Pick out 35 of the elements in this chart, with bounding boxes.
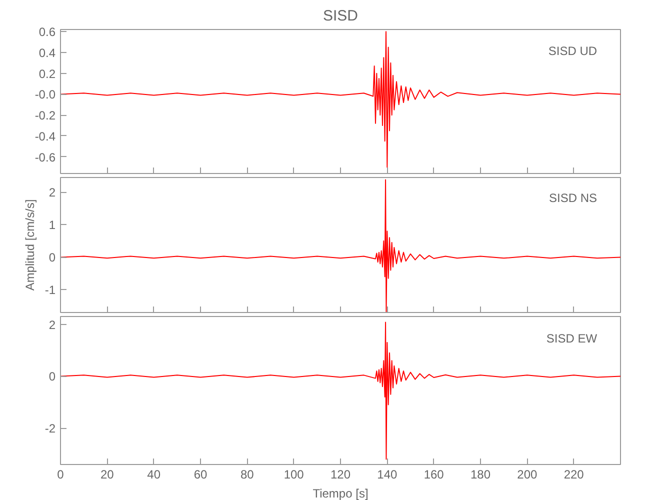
y-tick-label: -2 xyxy=(44,422,56,436)
y-tick-label: 2 xyxy=(48,318,56,332)
annotation: SISD UD xyxy=(548,44,598,58)
x-tick-label: 0 xyxy=(57,468,64,482)
x-tick-label: 60 xyxy=(194,468,208,482)
y-tick-label: -0.0 xyxy=(34,88,56,102)
x-tick-label: 120 xyxy=(330,468,351,482)
x-tick-label: 160 xyxy=(424,468,444,482)
x-tick-label: 180 xyxy=(470,468,491,482)
line-series xyxy=(60,179,620,312)
x-tick-label: 140 xyxy=(377,468,398,482)
y-tick-label: -0.6 xyxy=(34,150,56,164)
annotation: SISD EW xyxy=(546,331,598,346)
x-tick-label: 100 xyxy=(284,468,304,482)
chart-title: SISD xyxy=(322,8,358,24)
y-axis-title: Amplitud [cm/s/s] xyxy=(22,199,37,291)
y-tick-label: 0.2 xyxy=(38,66,56,81)
y-tick-label: 0.4 xyxy=(38,46,56,60)
x-tick-label: 220 xyxy=(564,468,584,482)
x-tick-label: 40 xyxy=(147,468,161,482)
y-tick-label: 0 xyxy=(48,250,56,265)
y-tick-label: -0.4 xyxy=(34,129,56,144)
y-tick-label: 0 xyxy=(48,370,56,384)
y-tick-label: 1 xyxy=(48,218,56,232)
line-series xyxy=(60,322,620,460)
x-tick-label: 80 xyxy=(240,468,254,482)
x-tick-label: 200 xyxy=(517,468,538,482)
annotation: SISD NS xyxy=(549,191,598,205)
y-tick-label: 0.6 xyxy=(38,25,56,40)
line-series xyxy=(60,31,620,168)
y-tick-label: -0.2 xyxy=(34,108,56,123)
y-tick-label: 2 xyxy=(48,186,56,200)
x-axis-title: Tiempo [s] xyxy=(312,486,368,500)
x-tick-label: 20 xyxy=(100,468,114,482)
y-tick-label: -1 xyxy=(44,283,56,298)
